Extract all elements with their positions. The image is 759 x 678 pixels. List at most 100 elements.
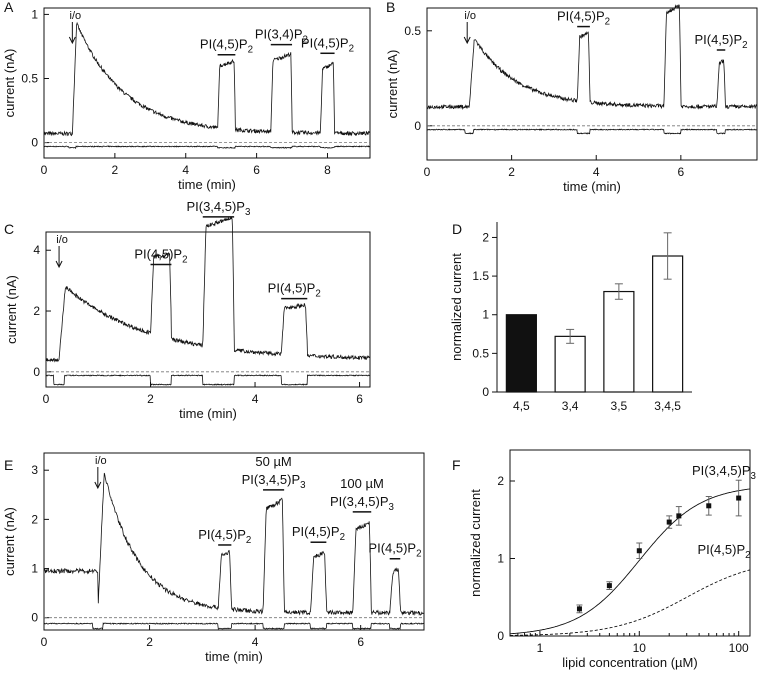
io-label: i/o bbox=[464, 10, 476, 22]
x-axis-label: lipid concentration (µM) bbox=[562, 655, 697, 670]
lipid-label: PI(4,5)P2 bbox=[557, 9, 610, 28]
y-tick-label: 0 bbox=[497, 629, 504, 643]
panel-letter: E bbox=[4, 457, 13, 473]
concentration-label: 100 µM bbox=[340, 476, 384, 491]
lipid-label: PI(4,5)P2 bbox=[301, 35, 354, 54]
x-tick-label: 0 bbox=[41, 163, 48, 177]
curve-label: PI(4,5)P2 bbox=[697, 542, 750, 561]
data-point bbox=[736, 495, 742, 501]
y-tick-label: 1 bbox=[497, 552, 504, 566]
current-trace bbox=[426, 4, 758, 110]
lipid-label: PI(4,5)P2 bbox=[134, 247, 187, 266]
leak-trace bbox=[426, 128, 758, 135]
lipid-label: PI(4,5)P2 bbox=[198, 527, 251, 546]
y-axis-label: current (nA) bbox=[2, 49, 17, 118]
data-point bbox=[676, 513, 682, 519]
lipid-label: PI(4,5)P2 bbox=[694, 32, 747, 51]
io-label: i/o bbox=[56, 234, 68, 246]
x-tick-label: 8 bbox=[324, 163, 331, 177]
lipid-label: PI(4,5)P2 bbox=[268, 281, 321, 300]
x-tick-label: 4 bbox=[182, 163, 189, 177]
lipid-label: PI(4,5)P2 bbox=[292, 524, 345, 543]
lipid-label: PI(4,5)P2 bbox=[200, 37, 253, 56]
leak-trace bbox=[45, 374, 371, 387]
y-axis-label: current (nA) bbox=[4, 275, 19, 344]
data-point bbox=[666, 519, 672, 525]
panel-c: C 0 2 4 6 0 2 4 time (min) current (nA) i/o PI(4,5)… bbox=[4, 199, 371, 421]
y-tick-label: 0 bbox=[33, 365, 40, 379]
x-tick-label: 2 bbox=[147, 392, 154, 406]
current-trace bbox=[43, 21, 371, 137]
x-tick-label: 0 bbox=[424, 165, 431, 179]
x-tick-label: 2 bbox=[112, 163, 119, 177]
y-axis-label: normalized current bbox=[449, 253, 464, 361]
y-tick-label: 1.5 bbox=[472, 269, 489, 283]
x-tick-label: 1 bbox=[537, 641, 544, 655]
y-tick-label: 2 bbox=[33, 304, 40, 318]
bar bbox=[554, 335, 586, 393]
y-tick-label: 0.5 bbox=[472, 346, 489, 360]
lipid-label: PI(4,5)P2 bbox=[368, 541, 421, 560]
concentration-label: 50 µM bbox=[255, 454, 291, 469]
panel-letter: D bbox=[452, 221, 462, 237]
current-trace bbox=[45, 216, 371, 363]
y-axis-label: normalized current bbox=[468, 489, 483, 597]
data-point bbox=[706, 503, 712, 509]
panel-letter: C bbox=[4, 221, 14, 237]
y-tick-label: 1 bbox=[31, 7, 38, 21]
io-arrowhead bbox=[94, 481, 102, 490]
io-arrowhead bbox=[55, 260, 63, 269]
panel-letter: A bbox=[4, 0, 14, 15]
data-point bbox=[606, 583, 612, 589]
x-tick-label: 0 bbox=[41, 635, 48, 649]
plot-frame bbox=[426, 7, 758, 161]
x-tick-label: 0 bbox=[43, 392, 50, 406]
plot-frame bbox=[43, 452, 425, 631]
y-tick-label: 0.5 bbox=[404, 24, 421, 38]
y-tick-label: 4 bbox=[33, 243, 40, 257]
y-tick-label: 0 bbox=[31, 136, 38, 150]
data-point bbox=[636, 548, 642, 554]
x-tick-label: 4 bbox=[252, 635, 259, 649]
curve-label: PI(3,4,5)P3 bbox=[692, 463, 756, 482]
y-axis-label: current (nA) bbox=[385, 50, 400, 119]
x-tick-label: 10 bbox=[633, 641, 647, 655]
x-tick-label: 6 bbox=[357, 635, 364, 649]
y-tick-label: 0 bbox=[31, 611, 38, 625]
x-tick-label: 6 bbox=[678, 165, 685, 179]
x-axis-label: time (min) bbox=[179, 406, 237, 421]
panel-f: F 1 10 100 0 1 2 lipid concentration (µM) normal… bbox=[452, 449, 756, 670]
y-tick-label: 3 bbox=[31, 463, 38, 477]
io-label: i/o bbox=[95, 455, 107, 467]
io-arrowhead bbox=[68, 36, 76, 45]
data-point bbox=[576, 606, 582, 612]
fit-curve bbox=[509, 488, 751, 635]
lipid-label: PI(3,4)P2 bbox=[255, 27, 308, 46]
plot-frame bbox=[43, 7, 371, 159]
y-tick-label: 0.5 bbox=[21, 72, 38, 86]
leak-trace bbox=[43, 145, 371, 150]
current-trace bbox=[43, 472, 425, 616]
y-axis-label: current (nA) bbox=[2, 507, 17, 576]
y-tick-label: 0 bbox=[482, 385, 489, 399]
y-tick-label: 1 bbox=[482, 308, 489, 322]
y-tick-label: 1 bbox=[31, 562, 38, 576]
panel-b: B 0 2 4 6 0 0.5 time (min) current (nA) i/o PI(4,5… bbox=[385, 0, 758, 194]
lipid-label: PI(3,4,5)P3 bbox=[330, 494, 394, 513]
x-axis-label: time (min) bbox=[178, 177, 236, 192]
y-tick-label: 0 bbox=[414, 119, 421, 133]
y-tick-label: 2 bbox=[482, 230, 489, 244]
panel-a: A 0 2 4 6 8 0 0.5 1 time (min) current (nA) i/o PI(4… bbox=[2, 0, 371, 192]
x-tick-label: 6 bbox=[253, 163, 260, 177]
x-tick-label: 4 bbox=[593, 165, 600, 179]
category-label: 3,4,5 bbox=[654, 399, 681, 413]
lipid-label: PI(3,4,5)P3 bbox=[242, 472, 306, 491]
x-axis-label: time (min) bbox=[563, 179, 621, 194]
x-tick-label: 2 bbox=[146, 635, 153, 649]
y-tick-label: 2 bbox=[31, 512, 38, 526]
io-label: i/o bbox=[70, 10, 82, 22]
bar bbox=[505, 314, 537, 393]
panel-d: D 0 0.5 1 1.5 2 normalized current 4,5 3,4 3,5 3,4… bbox=[449, 221, 692, 413]
category-label: 3,5 bbox=[611, 399, 628, 413]
